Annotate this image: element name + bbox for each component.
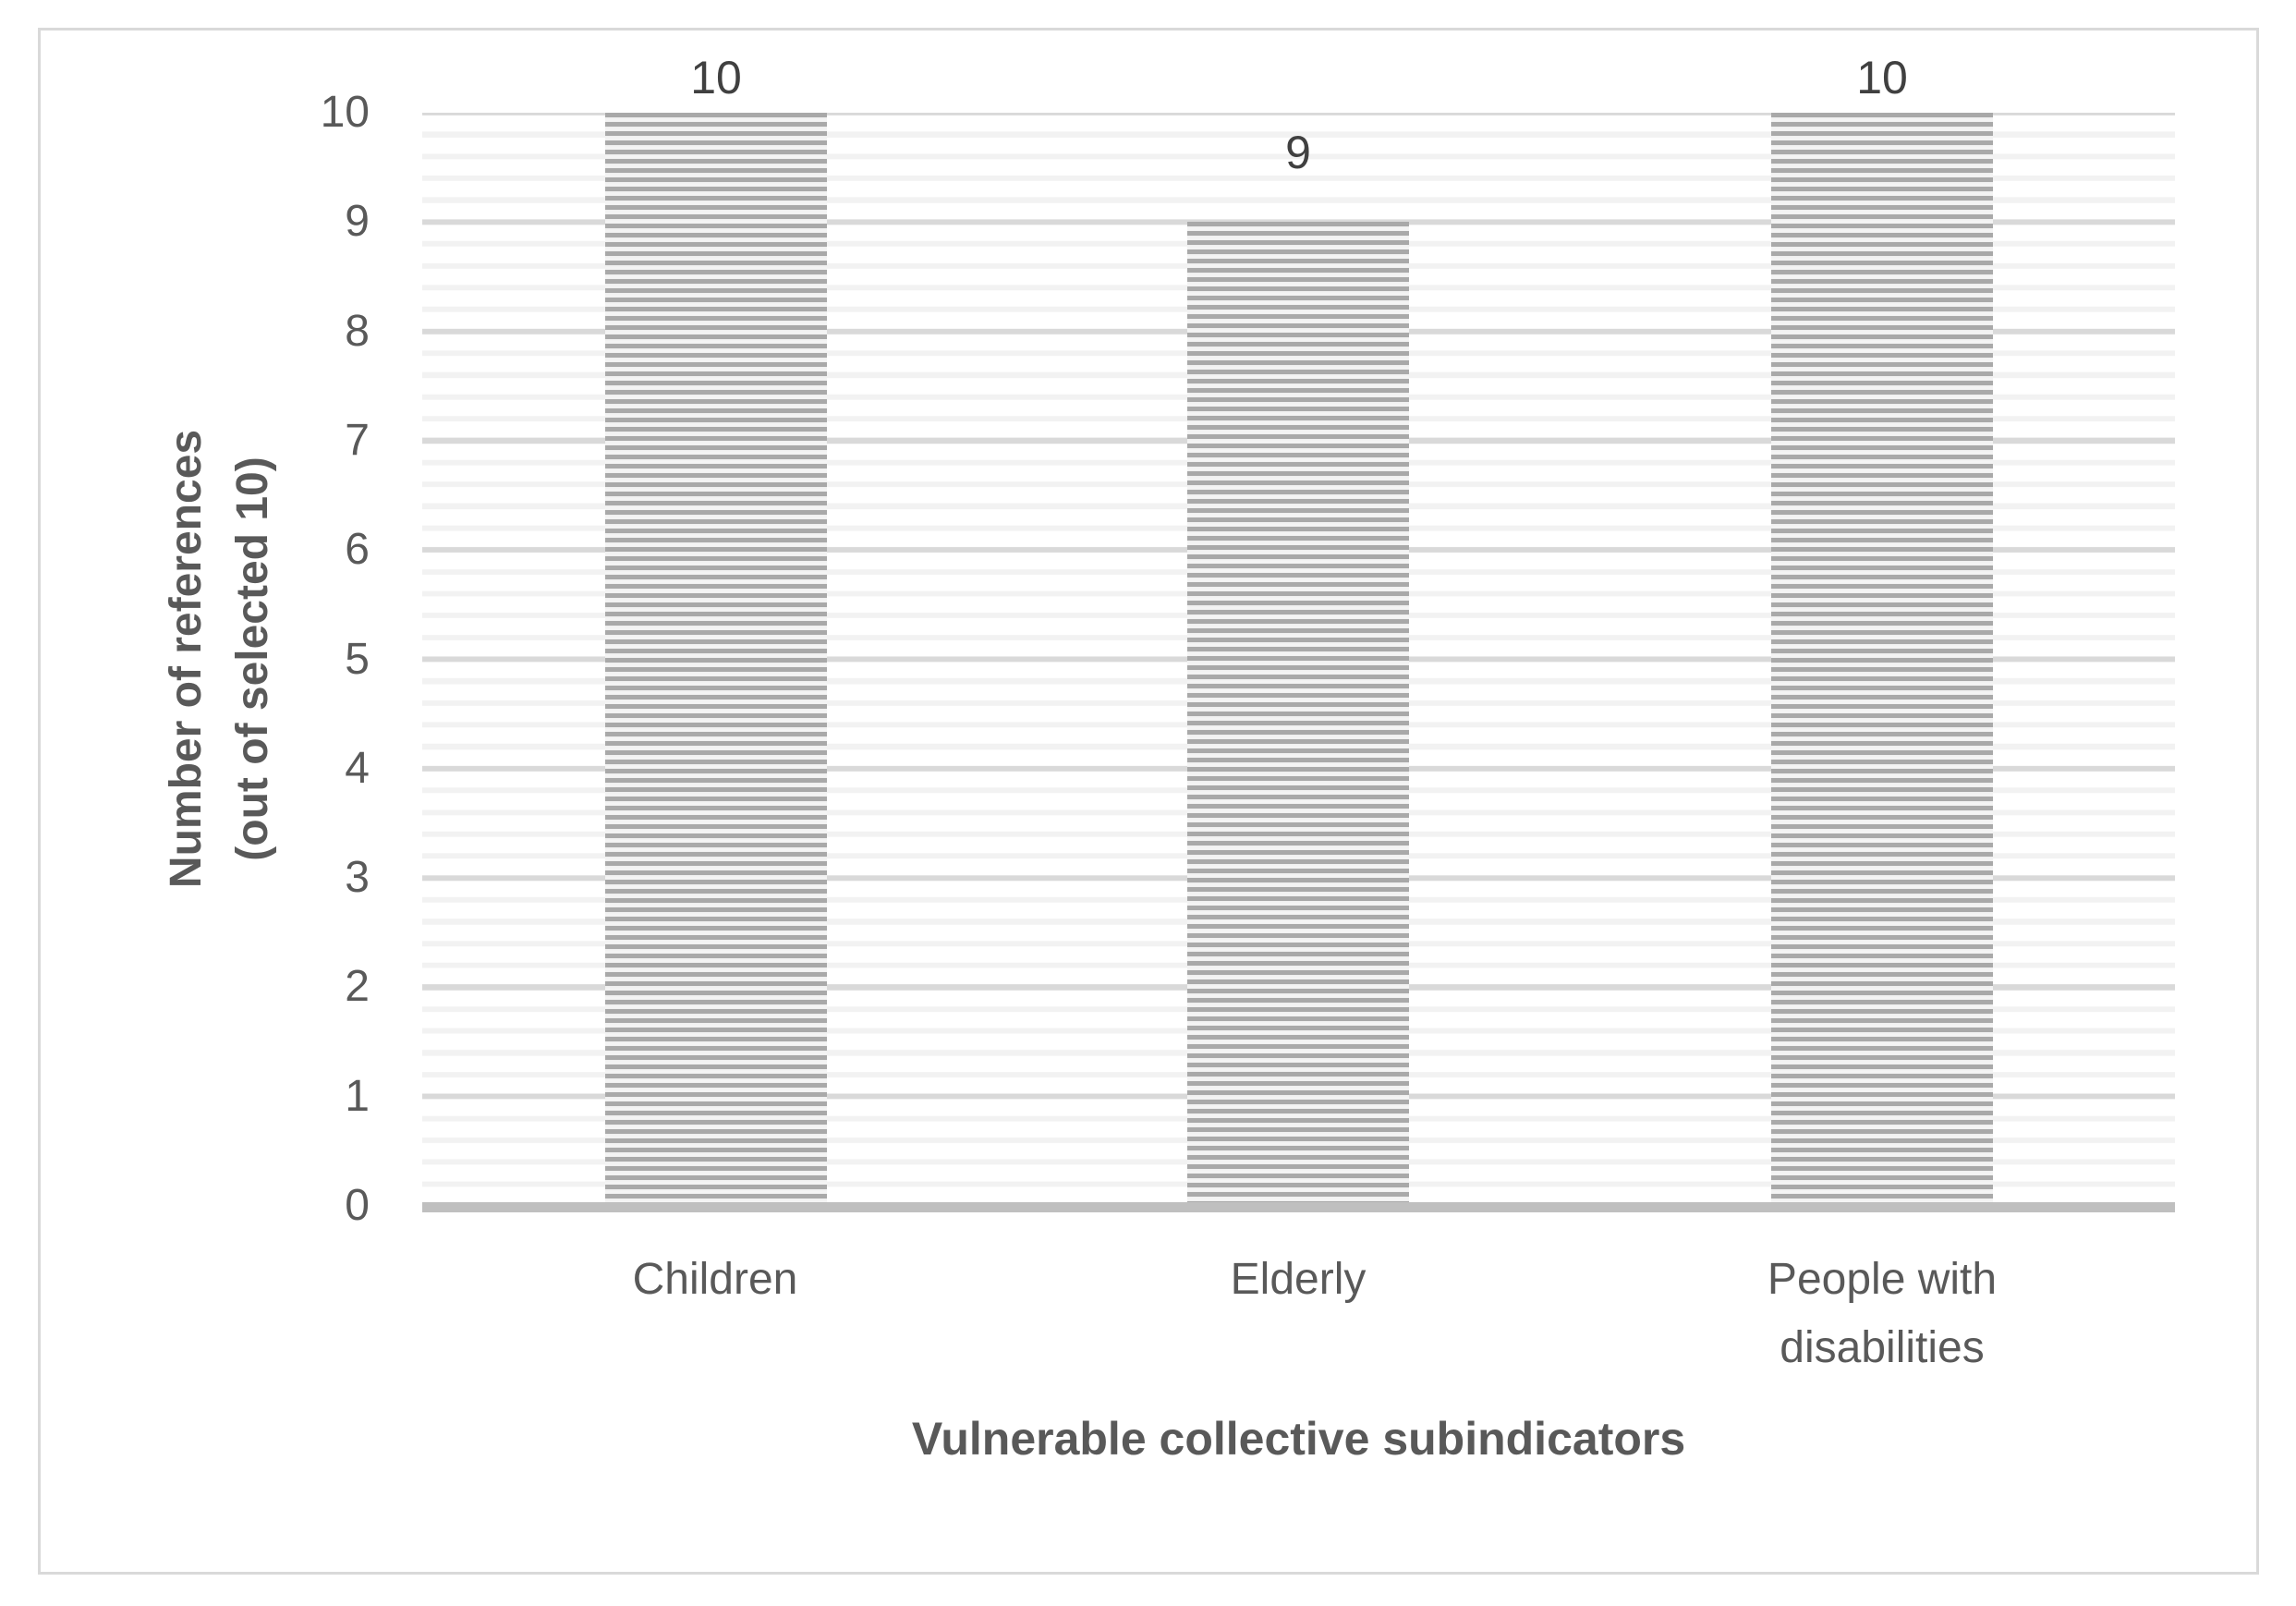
- x-axis-line: [422, 1202, 2175, 1212]
- y-tick-1: 1: [345, 1071, 370, 1121]
- y-tick-0: 0: [345, 1181, 370, 1230]
- bar-children: 10: [605, 53, 827, 1206]
- y-tick-3: 3: [345, 853, 370, 903]
- x-tick-people-with-disabilities: People with disabilities: [1767, 1255, 1998, 1372]
- y-tick-5: 5: [345, 634, 370, 684]
- y-tick-10: 10: [320, 88, 370, 137]
- data-label-children: 10: [690, 52, 742, 103]
- bar-people-with-disabilities: 10: [1771, 53, 1993, 1206]
- y-tick-8: 8: [345, 306, 370, 356]
- y-tick-7: 7: [345, 415, 370, 465]
- data-label-people-with-disabilities: 10: [1856, 52, 1908, 103]
- x-tick-children: Children: [632, 1255, 798, 1304]
- y-axis-title: Number of references (out of selected 10…: [153, 430, 286, 888]
- x-tick-elderly: Elderly: [1230, 1255, 1367, 1304]
- y-tick-2: 2: [345, 962, 370, 1012]
- x-axis-title: Vulnerable collective subindicators: [911, 1413, 1686, 1465]
- y-tick-9: 9: [345, 197, 370, 247]
- bar-elderly: 9: [1187, 128, 1409, 1206]
- y-tick-4: 4: [345, 743, 370, 793]
- plot-area: 10 9 10: [422, 53, 2175, 1206]
- data-label-elderly: 9: [1285, 127, 1311, 178]
- y-axis-title-line1: Number of references: [162, 429, 211, 889]
- y-tick-6: 6: [345, 525, 370, 575]
- y-axis-title-line2: (out of selected 10): [228, 456, 277, 861]
